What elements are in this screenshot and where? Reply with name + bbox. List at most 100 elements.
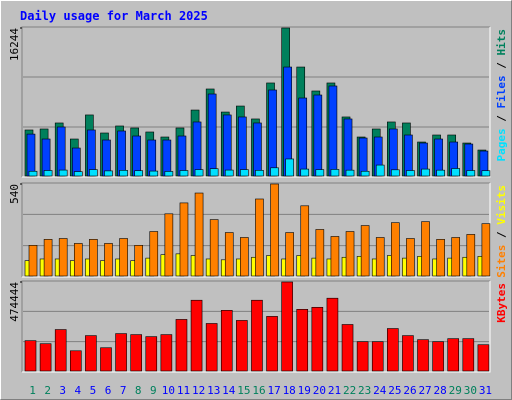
- bar: [162, 139, 172, 177]
- bar: [300, 168, 310, 177]
- bar: [149, 170, 159, 177]
- bar: [164, 213, 174, 277]
- bar: [179, 170, 189, 177]
- bar: [224, 232, 234, 277]
- bar: [104, 243, 113, 277]
- bar: [134, 245, 143, 277]
- chart-title: Daily usage for March 2025: [20, 9, 208, 23]
- y-tick-label: 16244: [8, 28, 21, 61]
- legend-separator: /: [495, 225, 508, 245]
- x-tick-label: 11: [177, 384, 190, 397]
- panel-border-light: [22, 27, 491, 178]
- legend-entry: Pages: [495, 128, 508, 161]
- x-tick-label: 30: [464, 384, 477, 397]
- bar: [164, 171, 174, 177]
- bar: [466, 234, 476, 277]
- legend-entry: Sites: [495, 245, 508, 278]
- panel-border-light: [22, 183, 491, 278]
- bar: [58, 238, 68, 277]
- panel-border-dark: [21, 280, 490, 372]
- bar: [481, 170, 491, 177]
- bar: [255, 170, 264, 177]
- bar: [130, 334, 142, 372]
- bar: [330, 169, 340, 177]
- x-tick-label: 7: [120, 384, 127, 397]
- x-tick-label: 28: [434, 384, 447, 397]
- x-tick-label: 24: [373, 384, 387, 397]
- bar: [115, 333, 127, 372]
- bar: [345, 169, 355, 177]
- bar: [117, 130, 126, 177]
- legend: KBytes: [495, 283, 508, 323]
- bar: [194, 192, 204, 277]
- panel-border-dark: [21, 182, 490, 277]
- legend-separator: /: [495, 109, 508, 129]
- bar: [160, 334, 173, 372]
- bar: [356, 341, 369, 372]
- bar: [240, 169, 249, 177]
- bar: [175, 319, 188, 372]
- bar: [56, 126, 66, 177]
- x-tick-label: 12: [192, 384, 205, 397]
- x-tick-label: 9: [150, 384, 157, 397]
- bar: [436, 239, 445, 277]
- bar: [28, 245, 38, 277]
- bar: [315, 229, 325, 277]
- bar: [24, 340, 37, 372]
- bar: [358, 137, 368, 177]
- bar: [85, 335, 97, 372]
- legend-entry: Files: [495, 75, 508, 108]
- x-tick-label: 15: [237, 384, 250, 397]
- bar: [190, 299, 203, 372]
- bar: [296, 309, 309, 372]
- bar: [406, 170, 415, 177]
- bar: [391, 169, 400, 177]
- bar: [224, 169, 234, 177]
- bar: [270, 183, 279, 277]
- legend-separator: /: [495, 56, 508, 76]
- bar: [222, 114, 232, 177]
- bar: [149, 231, 159, 277]
- legend-entry: Visits: [495, 185, 508, 225]
- bar: [375, 164, 385, 177]
- bar: [432, 341, 444, 372]
- legend-entry: Hits: [495, 29, 508, 56]
- bar: [205, 323, 218, 372]
- bar: [387, 328, 399, 372]
- x-tick-label: 4: [75, 384, 82, 397]
- bar: [28, 170, 38, 177]
- bar: [328, 85, 338, 177]
- bar: [345, 231, 355, 277]
- x-tick-label: 19: [298, 384, 311, 397]
- bar: [417, 339, 429, 372]
- x-tick-label: 2: [44, 384, 51, 397]
- bar: [268, 89, 277, 177]
- x-tick-label: 16: [252, 384, 265, 397]
- bar: [26, 133, 36, 177]
- bar: [311, 306, 324, 372]
- bar: [298, 97, 308, 177]
- bar: [132, 135, 141, 177]
- bar: [421, 221, 430, 277]
- bar: [389, 128, 398, 177]
- bar: [89, 239, 98, 277]
- x-tick-label: 20: [313, 384, 326, 397]
- bar: [360, 225, 370, 277]
- bar: [73, 171, 83, 177]
- bar: [270, 167, 279, 177]
- bar: [371, 341, 384, 372]
- x-tick-label: 29: [449, 384, 462, 397]
- bar: [134, 170, 143, 177]
- bar: [236, 320, 248, 372]
- bar: [447, 338, 460, 372]
- legend-entry: KBytes: [495, 283, 508, 323]
- bar: [281, 281, 293, 372]
- bar: [209, 219, 219, 277]
- bar: [255, 198, 264, 277]
- bar: [89, 169, 98, 177]
- bar: [43, 170, 53, 177]
- panel-border-dark: [21, 26, 490, 177]
- x-tick-label: 18: [283, 384, 296, 397]
